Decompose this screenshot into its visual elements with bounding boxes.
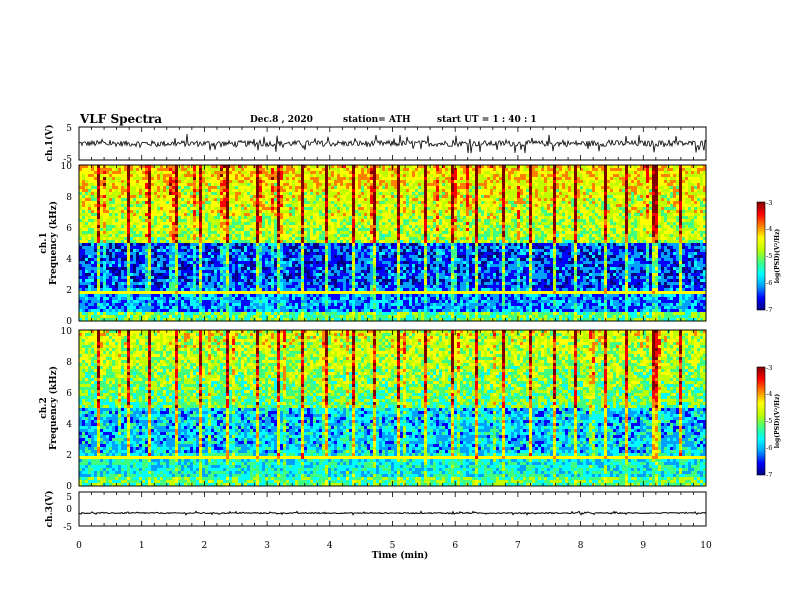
time-tick-8: 8 xyxy=(578,541,584,551)
time-tick-4: 4 xyxy=(327,541,333,551)
ch2-spectrogram-ticks xyxy=(78,330,707,486)
ch2-cb-tick-m5: -5 xyxy=(766,417,772,425)
ch1-spec-ytick-10: 10 xyxy=(61,162,73,172)
ch2-spec-ytick-10: 10 xyxy=(61,327,73,337)
ch2-cb-tick-m4: -4 xyxy=(766,390,772,398)
time-tick-10: 10 xyxy=(700,541,712,551)
time-tick-0: 0 xyxy=(76,541,82,551)
time-tick-5: 5 xyxy=(390,541,396,551)
ch2-spec-ytick-8: 8 xyxy=(66,358,72,368)
ch2-spec-ytick-4: 4 xyxy=(66,420,72,430)
ch1-colorbar: -3 -4 -5 -6 -7 log(PSD)(V²/Hz) xyxy=(756,199,781,314)
ch2-spectrogram-panel: 0 2 4 6 8 10 ch.2 Frequency (kHz) xyxy=(39,327,707,492)
ch3-ytick-bottom: -5 xyxy=(63,523,72,533)
ch1-spec-ytick-8: 8 xyxy=(66,193,72,203)
ch2-spec-ytick-2: 2 xyxy=(66,451,72,461)
ch1-cb-tick-m3: -3 xyxy=(766,199,772,207)
ch1-spectrogram-panel: 0 2 4 6 8 10 ch.1 Frequency (kHz) xyxy=(39,162,707,327)
ch1-waveform-line xyxy=(78,134,707,154)
ch2-spec-ylabel-2: Frequency (kHz) xyxy=(48,366,59,450)
ch1-spec-ytick-6: 6 xyxy=(66,224,72,234)
time-tick-1: 1 xyxy=(139,541,145,551)
ch1-x-ticks xyxy=(78,127,707,160)
ch1-waveform-panel: 5 -5 ch.1(V) xyxy=(44,124,707,165)
ch1-colorbar-label: log(PSD)(V²/Hz) xyxy=(774,229,781,284)
ch2-spec-ylabel-1: ch.2 xyxy=(39,397,49,418)
time-tick-9: 9 xyxy=(640,541,646,551)
ch1-spec-ytick-2: 2 xyxy=(66,286,72,296)
ch1-cb-tick-m5: -5 xyxy=(766,252,772,260)
ch2-cb-tick-m7: -7 xyxy=(766,471,772,479)
ch2-spectrogram-heatmap xyxy=(79,330,706,486)
ch2-spec-ytick-0: 0 xyxy=(66,482,72,492)
time-axis-label: Time (min) xyxy=(372,550,429,561)
ch1-spec-ytick-0: 0 xyxy=(66,317,72,327)
ch3-waveform-line xyxy=(78,510,707,516)
ch1-spectrogram-heatmap xyxy=(79,165,706,321)
ch1-spec-ylabel-1: ch.1 xyxy=(39,232,49,253)
ch2-colorbar: -3 -4 -5 -6 -7 log(PSD)(V²/Hz) xyxy=(756,364,781,479)
ch2-cb-tick-m3: -3 xyxy=(766,364,772,372)
ch1-ytick-bottom: -5 xyxy=(63,155,72,165)
time-tick-7: 7 xyxy=(515,541,521,551)
ch1-spec-ylabel-2: Frequency (kHz) xyxy=(48,201,59,285)
time-tick-6: 6 xyxy=(452,541,458,551)
ch1-cb-tick-m6: -6 xyxy=(766,279,772,287)
ch2-cb-tick-m6: -6 xyxy=(766,444,772,452)
figure-date: Dec.8 , 2020 xyxy=(250,115,313,125)
time-tick-2: 2 xyxy=(202,541,208,551)
ch3-ylabel: ch.3(V) xyxy=(44,491,55,528)
figure-station: station= ATH xyxy=(343,115,411,125)
time-tick-3: 3 xyxy=(264,541,270,551)
ch1-ylabel: ch.1(V) xyxy=(44,125,55,162)
figure-start-time: start UT = 1 : 40 : 1 xyxy=(437,115,537,125)
ch3-ytick-top: 5 xyxy=(66,493,72,503)
ch1-ytick-top: 5 xyxy=(66,124,72,134)
figure-title: VLF Spectra xyxy=(79,112,162,126)
ch2-spec-ytick-6: 6 xyxy=(66,389,72,399)
ch1-cb-tick-m7: -7 xyxy=(766,306,772,314)
ch1-spec-ytick-4: 4 xyxy=(66,255,72,265)
ch1-spectrogram-ticks xyxy=(78,165,707,321)
ch3-waveform-panel: 5 0 -5 ch.3(V) 0 1 2 3 4 5 6 7 8 9 10 Time (min) xyxy=(44,491,712,561)
time-axis-tick-labels: 0 1 2 3 4 5 6 7 8 9 10 xyxy=(76,541,712,551)
ch3-ytick-mid: 0 xyxy=(66,505,72,515)
ch2-colorbar-label: log(PSD)(V²/Hz) xyxy=(774,394,781,449)
ch1-cb-tick-m4: -4 xyxy=(766,225,772,233)
ch3-x-ticks xyxy=(78,492,707,526)
